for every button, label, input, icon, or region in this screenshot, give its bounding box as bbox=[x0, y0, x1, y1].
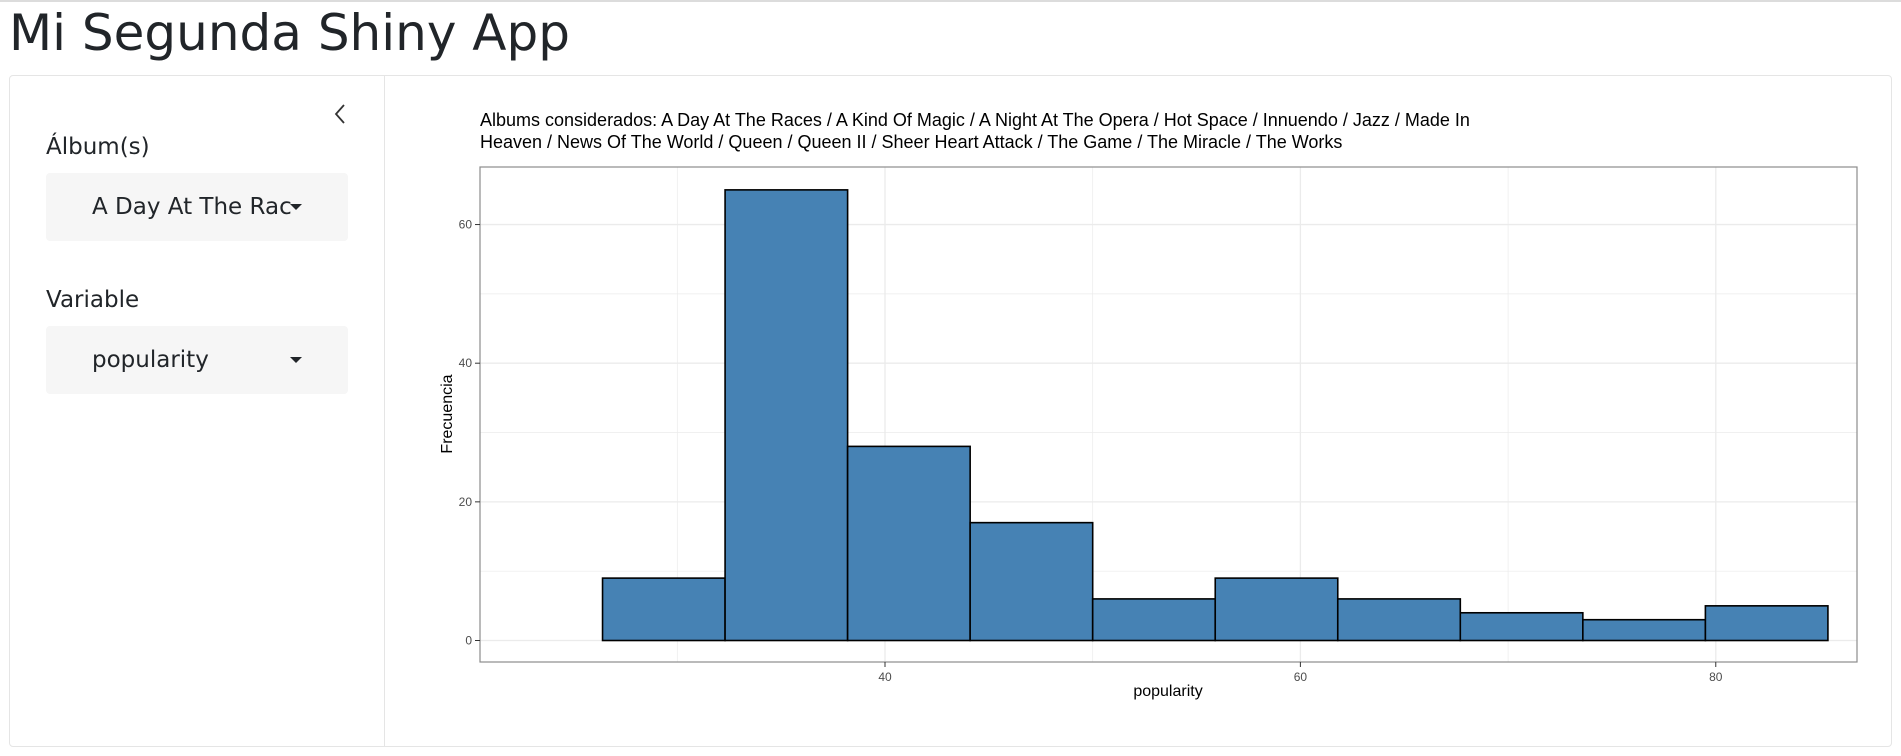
x-axis: 40 60 80 bbox=[878, 662, 1723, 684]
histogram-bar bbox=[1582, 618, 1707, 642]
chart-title-line-2: Heaven / News Of The World / Queen / Que… bbox=[480, 132, 1342, 152]
x-tick-label: 80 bbox=[1709, 670, 1723, 684]
plot-panel-border bbox=[479, 166, 1858, 663]
caret-down-icon bbox=[290, 204, 302, 210]
album-select[interactable]: A Day At The Races bbox=[46, 173, 348, 241]
album-select-value: A Day At The Races bbox=[92, 194, 292, 220]
y-tick-label: 0 bbox=[465, 634, 472, 648]
histogram-bar bbox=[1704, 605, 1829, 642]
variable-label: Variable bbox=[46, 287, 140, 313]
histogram-bar bbox=[1214, 577, 1339, 642]
chart-title-line-1: Albums considerados: A Day At The Races … bbox=[480, 110, 1470, 130]
histogram-bar bbox=[724, 189, 849, 642]
y-tick-label: 20 bbox=[459, 495, 473, 509]
sidebar-collapse-button[interactable] bbox=[328, 98, 352, 130]
histogram-bar bbox=[846, 445, 971, 642]
variable-select[interactable]: popularity bbox=[46, 326, 348, 394]
histogram-bars bbox=[601, 189, 1829, 642]
y-axis: 0 20 40 60 bbox=[459, 218, 480, 648]
caret-down-icon bbox=[290, 357, 302, 363]
histogram-bar bbox=[969, 521, 1094, 642]
y-axis-label: Frecuencia bbox=[439, 374, 456, 453]
variable-select-value: popularity bbox=[92, 347, 209, 373]
app-title: Mi Segunda Shiny App bbox=[9, 4, 570, 62]
album-label: Álbum(s) bbox=[46, 134, 150, 160]
histogram-chart: Albums considerados: A Day At The Races … bbox=[439, 110, 1858, 700]
histogram-bar bbox=[1091, 598, 1217, 642]
histogram-bar bbox=[601, 577, 726, 642]
x-tick-label: 60 bbox=[1294, 670, 1308, 684]
y-tick-label: 40 bbox=[459, 356, 473, 370]
chevron-left-icon bbox=[334, 104, 345, 124]
histogram-bar bbox=[1336, 598, 1462, 642]
sidebar: Álbum(s) A Day At The Races Variable pop… bbox=[10, 76, 385, 746]
main-panel: Albums considerados: A Day At The Races … bbox=[385, 76, 1891, 746]
histogram-bar bbox=[1459, 611, 1584, 642]
sidebar-layout: Álbum(s) A Day At The Races Variable pop… bbox=[9, 75, 1892, 747]
y-tick-label: 60 bbox=[459, 218, 473, 232]
x-tick-label: 40 bbox=[878, 670, 892, 684]
x-axis-label: popularity bbox=[1133, 683, 1202, 700]
